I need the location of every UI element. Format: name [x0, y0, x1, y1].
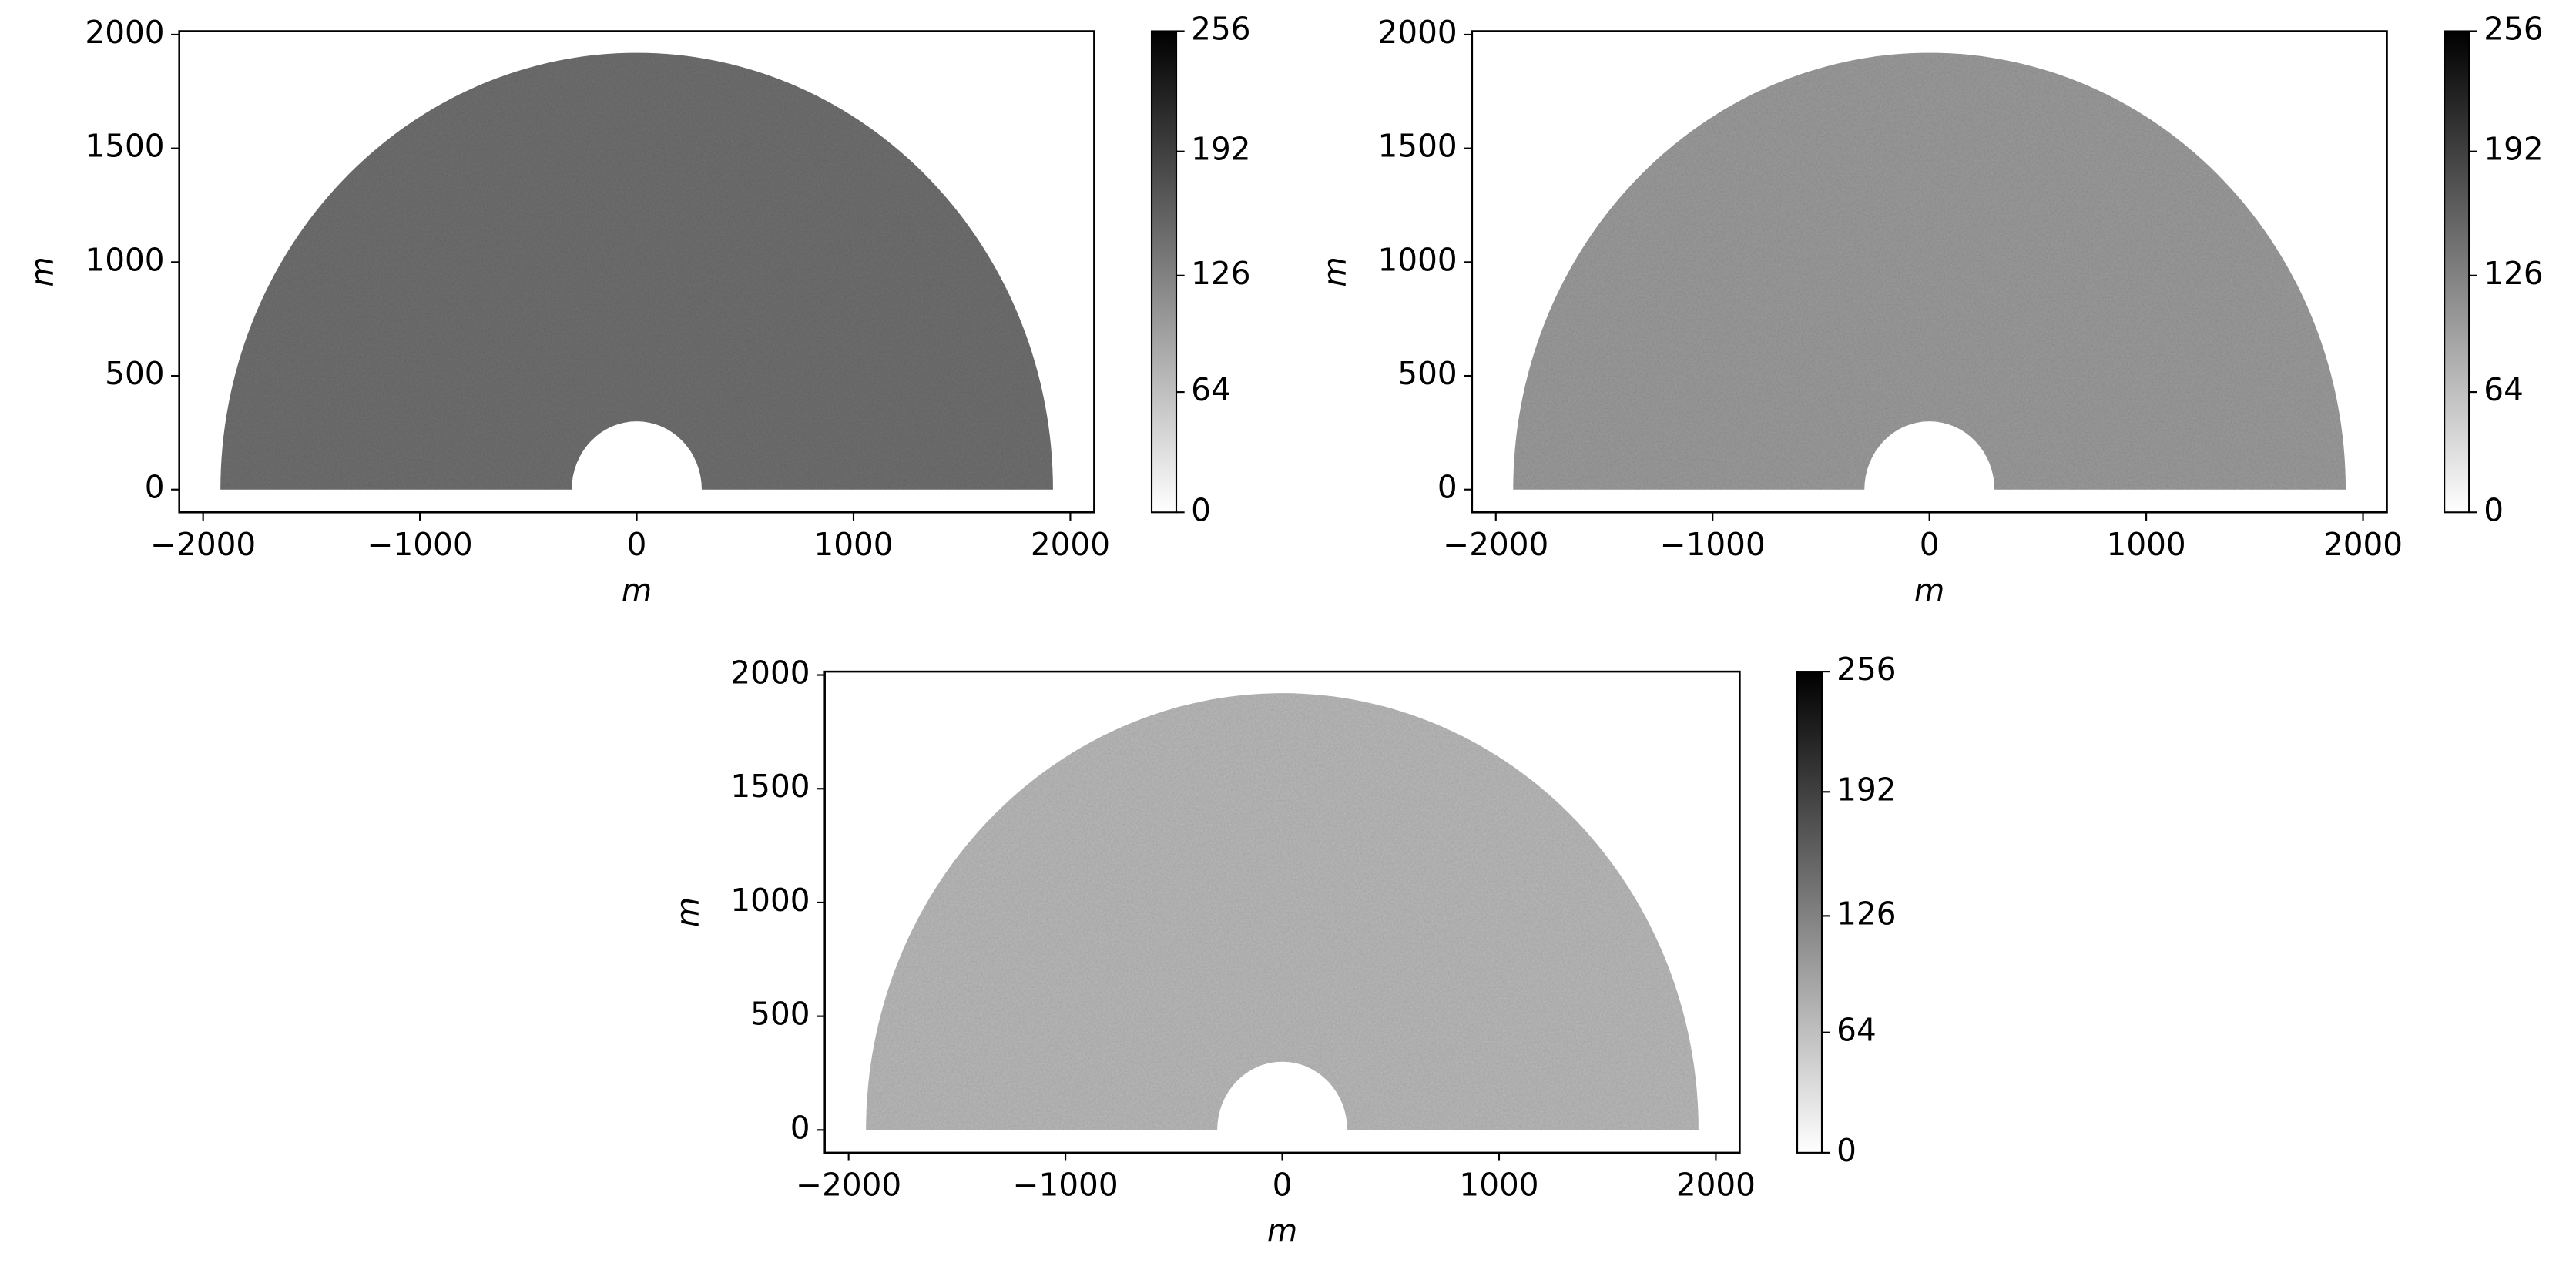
- colorbar-tick-label: 126: [1191, 255, 1250, 292]
- colorbar: [1796, 671, 1823, 1154]
- half-annulus-image: [1513, 52, 2346, 490]
- y-tick-label: 500: [750, 996, 810, 1033]
- colorbar-tick-label: 192: [1191, 131, 1250, 168]
- x-tick-label: 2000: [2323, 526, 2403, 563]
- x-tick-label: −2000: [150, 526, 256, 563]
- y-tick-label: 0: [790, 1109, 810, 1146]
- y-tick-label: 1500: [730, 768, 810, 805]
- colorbar-tick-label: 256: [2484, 11, 2543, 48]
- x-tick-label: −2000: [796, 1167, 901, 1204]
- colorbar-tick-label: 256: [1836, 651, 1896, 688]
- x-tick-label: 1000: [1459, 1167, 1538, 1204]
- y-tick-label: 2000: [85, 14, 164, 51]
- x-axis-label: m: [1914, 572, 1944, 609]
- half-annulus-image: [220, 52, 1053, 490]
- half-annulus-image: [866, 693, 1699, 1130]
- x-axis-label: m: [622, 572, 652, 609]
- y-tick-label: 1500: [85, 128, 164, 165]
- subplot: −2000 −1000 0 1000 2000 0 500 1000 1500 2000 m m 0 64…: [669, 651, 1897, 1249]
- x-tick-label: 2000: [1676, 1167, 1756, 1204]
- x-tick-label: −1000: [367, 526, 473, 563]
- y-tick-label: 2000: [730, 655, 810, 692]
- colorbar-tick-label: 64: [2484, 371, 2524, 408]
- y-tick-label: 1000: [85, 241, 164, 278]
- y-tick-label: 500: [1397, 355, 1457, 392]
- colorbar-tick-label: 192: [1836, 771, 1896, 808]
- y-tick-label: 500: [105, 355, 164, 392]
- colorbar-tick-label: 0: [1836, 1132, 1857, 1169]
- x-tick-label: 0: [1273, 1167, 1293, 1204]
- x-tick-label: 1000: [2107, 526, 2186, 563]
- y-tick-label: 2000: [1378, 14, 1457, 51]
- y-tick-label: 0: [1437, 469, 1457, 506]
- colorbar-tick-label: 256: [1191, 11, 1250, 48]
- x-tick-label: −1000: [1013, 1167, 1119, 1204]
- y-axis-label: m: [669, 897, 706, 927]
- y-tick-label: 1000: [1378, 241, 1457, 278]
- y-axis-label: m: [1317, 256, 1353, 286]
- colorbar-tick-label: 0: [1191, 491, 1211, 528]
- colorbar: [1150, 30, 1178, 514]
- colorbar-tick-label: 64: [1836, 1012, 1877, 1049]
- x-tick-label: 1000: [813, 526, 893, 563]
- y-axis-label: m: [24, 256, 61, 286]
- y-tick-label: 1000: [730, 882, 810, 919]
- colorbar-tick-label: 64: [1191, 371, 1231, 408]
- subplot: −2000 −1000 0 1000 2000 0 500 1000 1500 2000 m m 0 64…: [1317, 11, 2544, 609]
- subplot: −2000 −1000 0 1000 2000 0 500 1000 1500 2000 m m 0 64…: [24, 11, 1251, 609]
- colorbar-tick-label: 0: [2484, 491, 2504, 528]
- x-tick-label: −1000: [1660, 526, 1766, 563]
- colorbar: [2444, 30, 2470, 514]
- x-tick-label: −2000: [1443, 526, 1548, 563]
- y-tick-label: 0: [145, 469, 165, 506]
- y-tick-label: 1500: [1378, 128, 1457, 165]
- colorbar-tick-label: 126: [1836, 895, 1896, 932]
- colorbar-tick-label: 192: [2484, 131, 2543, 168]
- x-tick-label: 0: [1920, 526, 1940, 563]
- x-tick-label: 2000: [1031, 526, 1110, 563]
- colorbar-tick-label: 126: [2484, 255, 2543, 292]
- x-tick-label: 0: [627, 526, 647, 563]
- x-axis-label: m: [1267, 1212, 1297, 1249]
